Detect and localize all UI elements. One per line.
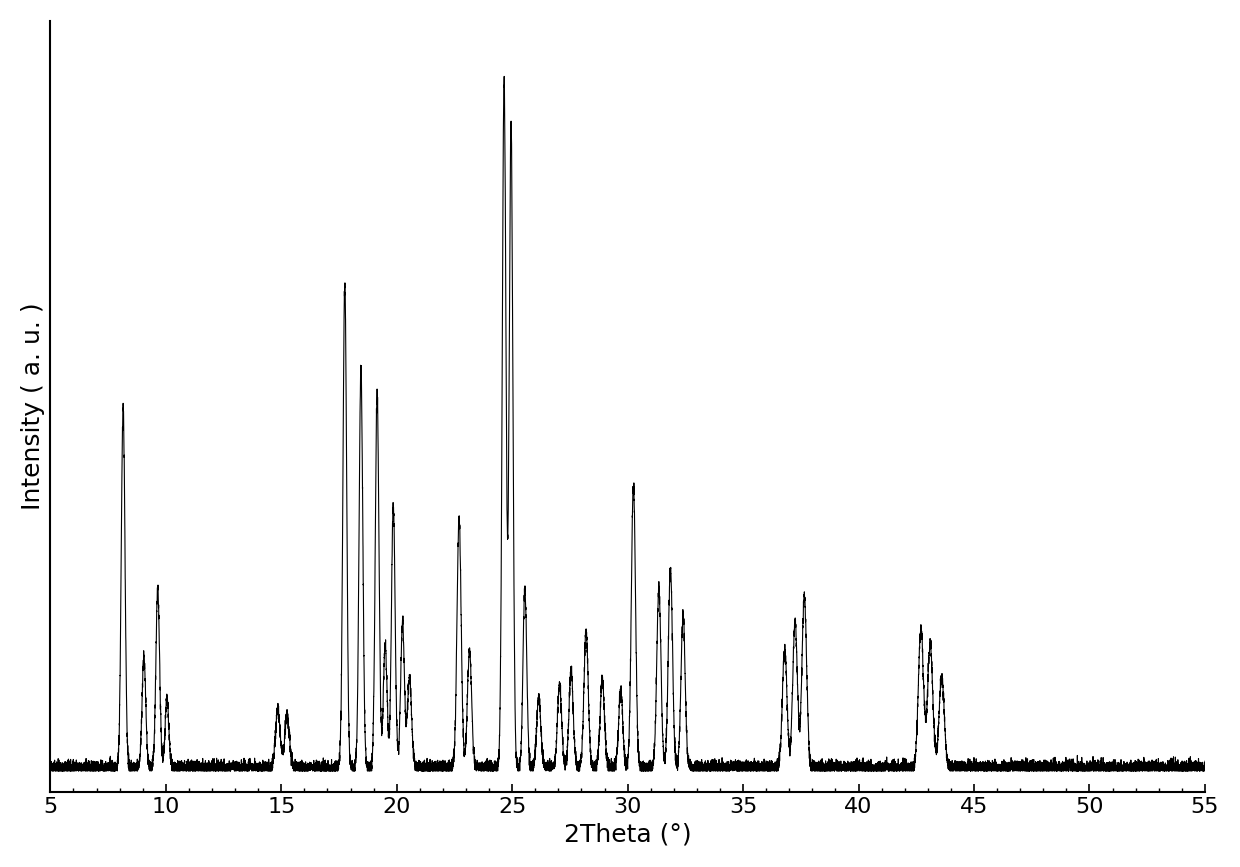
X-axis label: 2Theta (°): 2Theta (°) <box>564 822 692 846</box>
Y-axis label: Intensity ( a. u. ): Intensity ( a. u. ) <box>21 303 45 510</box>
